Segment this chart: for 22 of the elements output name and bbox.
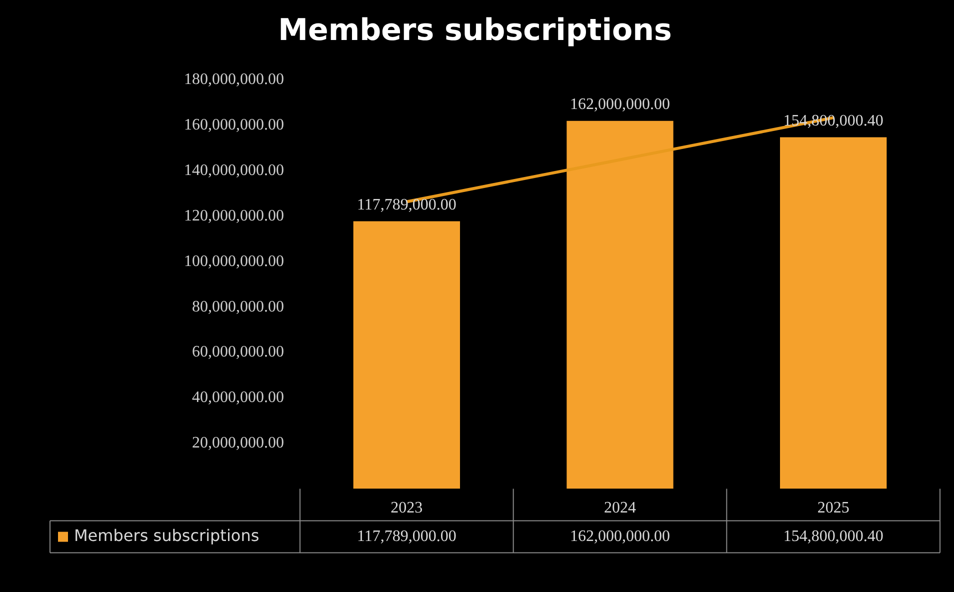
y-tick-label: 140,000,000.00: [184, 162, 284, 180]
x-tick-label: 2023: [390, 500, 423, 517]
legend-label: Members subscriptions: [74, 526, 260, 545]
y-tick-label: 120,000,000.00: [184, 207, 284, 224]
bar: [566, 120, 674, 489]
y-tick-label: 160,000,000.00: [184, 116, 284, 134]
y-tick-label: 40,000,000.00: [192, 389, 284, 406]
y-tick-label: 60,000,000.00: [192, 344, 284, 361]
text: 162,000,000.00: [570, 96, 670, 114]
x-tick-label: 2025: [817, 500, 850, 517]
data-label: 117,789,000.00: [356, 528, 456, 546]
y-tick-label: 20,000,000.00: [192, 434, 284, 452]
bar: [353, 221, 460, 489]
data-label: 162,000,000.00: [570, 528, 670, 546]
bar: [780, 137, 887, 489]
x-tick-label: 2024: [604, 500, 636, 517]
y-tick-label: 80,000,000.00: [192, 298, 284, 316]
y-tick-label: 100,000,000.00: [184, 252, 284, 270]
y-tick-label: 180,000,000.00: [184, 71, 284, 88]
text: 117,789,000.00: [356, 196, 456, 214]
data-label: 154,800,000.40: [783, 528, 884, 546]
chart-title: Members subscriptions: [278, 12, 672, 48]
